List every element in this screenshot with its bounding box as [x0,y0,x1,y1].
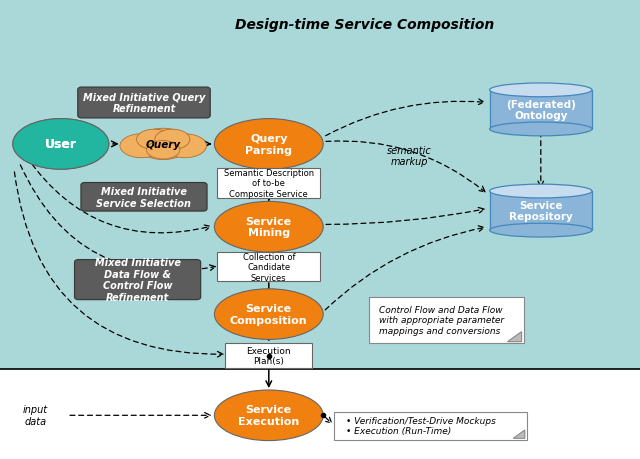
Text: Service
Execution: Service Execution [238,405,300,426]
Ellipse shape [13,119,109,170]
FancyBboxPatch shape [490,90,592,129]
FancyBboxPatch shape [225,343,312,368]
Ellipse shape [136,130,172,150]
FancyBboxPatch shape [334,412,527,440]
Ellipse shape [490,84,592,97]
Text: Mixed Initiative
Data Flow &
Control Flow
Refinement: Mixed Initiative Data Flow & Control Flo… [95,257,180,302]
Ellipse shape [214,119,323,170]
Text: Query: Query [146,140,180,150]
Ellipse shape [136,129,190,160]
Text: input
data: input data [22,405,48,426]
Ellipse shape [490,185,592,198]
Ellipse shape [163,134,207,158]
Text: User: User [45,138,77,151]
Text: Query
Parsing: Query Parsing [245,134,292,155]
Text: Execution
Plan(s): Execution Plan(s) [246,346,291,365]
Ellipse shape [214,202,323,252]
Polygon shape [508,332,522,342]
FancyBboxPatch shape [369,297,524,343]
Ellipse shape [490,224,592,237]
Ellipse shape [120,134,163,158]
Text: Collection of
Candidate
Services: Collection of Candidate Services [243,252,295,282]
Text: Control Flow and Data Flow
with appropriate parameter
mappings and conversions: Control Flow and Data Flow with appropri… [379,305,504,335]
Text: Semantic Description
of to-be
Composite Service: Semantic Description of to-be Composite … [224,169,314,198]
Text: semantic
markup: semantic markup [387,146,432,167]
Text: Mixed Initiative
Service Selection: Mixed Initiative Service Selection [97,187,191,208]
Ellipse shape [214,289,323,340]
FancyBboxPatch shape [217,252,320,282]
Ellipse shape [155,130,190,150]
FancyBboxPatch shape [74,260,201,300]
Ellipse shape [13,119,109,170]
FancyBboxPatch shape [78,88,210,118]
Text: Service
Repository: Service Repository [509,201,573,222]
FancyBboxPatch shape [217,168,320,199]
Text: • Verification/Test-Drive Mockups
• Execution (Run-Time): • Verification/Test-Drive Mockups • Exec… [346,416,495,436]
Polygon shape [513,430,525,438]
Text: Service
Mining: Service Mining [246,217,292,238]
Text: (Federated)
Ontology: (Federated) Ontology [506,100,576,121]
Ellipse shape [214,390,323,441]
Ellipse shape [147,141,180,160]
FancyBboxPatch shape [81,183,207,212]
FancyBboxPatch shape [0,0,640,369]
Text: User: User [45,138,77,151]
Text: Mixed Initiative Query
Refinement: Mixed Initiative Query Refinement [83,93,205,114]
FancyBboxPatch shape [490,191,592,230]
Text: Design-time Service Composition: Design-time Service Composition [235,18,495,32]
FancyBboxPatch shape [0,369,640,459]
Ellipse shape [490,123,592,136]
Text: Service
Composition: Service Composition [230,304,308,325]
